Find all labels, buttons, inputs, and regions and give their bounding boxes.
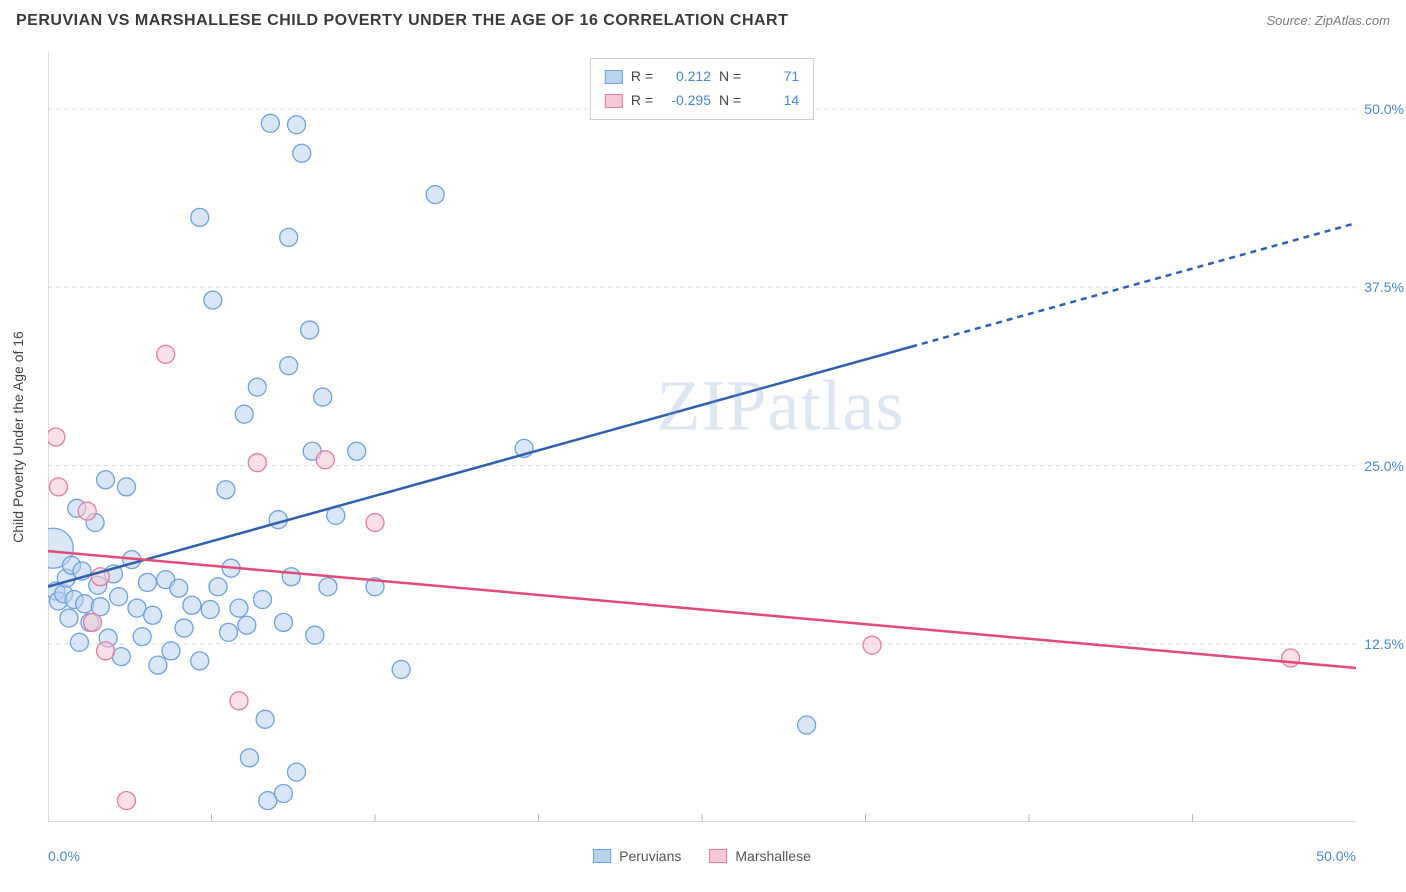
y-tick-label: 37.5% (1364, 279, 1404, 295)
source-prefix: Source: (1266, 13, 1314, 28)
stats-row-peruvians: R = 0.212 N = 71 (605, 65, 799, 89)
swatch-marshallese (709, 849, 727, 863)
swatch-marshallese (605, 94, 623, 108)
y-tick-label: 50.0% (1364, 101, 1404, 117)
r-value-marshallese: -0.295 (661, 89, 711, 113)
n-label: N = (719, 89, 741, 113)
chart-title: PERUVIAN VS MARSHALLESE CHILD POVERTY UN… (16, 12, 788, 30)
legend-item-marshallese: Marshallese (709, 848, 810, 864)
source-name: ZipAtlas.com (1315, 13, 1390, 28)
swatch-peruvians (593, 849, 611, 863)
swatch-peruvians (605, 70, 623, 84)
y-tick-label: 12.5% (1364, 636, 1404, 652)
y-tick-label: 25.0% (1364, 458, 1404, 474)
r-label: R = (631, 65, 653, 89)
stats-legend: R = 0.212 N = 71 R = -0.295 N = 14 (590, 58, 814, 120)
stats-row-marshallese: R = -0.295 N = 14 (605, 89, 799, 113)
x-tick-label: 0.0% (48, 848, 80, 864)
legend-label-marshallese: Marshallese (735, 848, 810, 864)
r-label: R = (631, 89, 653, 113)
n-label: N = (719, 65, 741, 89)
y-axis-label: Child Poverty Under the Age of 16 (10, 331, 26, 543)
bottom-legend: Peruvians Marshallese (593, 848, 811, 864)
chart-header: PERUVIAN VS MARSHALLESE CHILD POVERTY UN… (16, 12, 1390, 30)
legend-item-peruvians: Peruvians (593, 848, 681, 864)
scatter-plot (48, 52, 1356, 822)
x-tick-label: 50.0% (1316, 848, 1356, 864)
n-value-marshallese: 14 (749, 89, 799, 113)
chart-area: Child Poverty Under the Age of 16 ZIPatl… (48, 52, 1356, 822)
n-value-peruvians: 71 (749, 65, 799, 89)
source-attribution: Source: ZipAtlas.com (1266, 13, 1390, 28)
legend-label-peruvians: Peruvians (619, 848, 681, 864)
r-value-peruvians: 0.212 (661, 65, 711, 89)
